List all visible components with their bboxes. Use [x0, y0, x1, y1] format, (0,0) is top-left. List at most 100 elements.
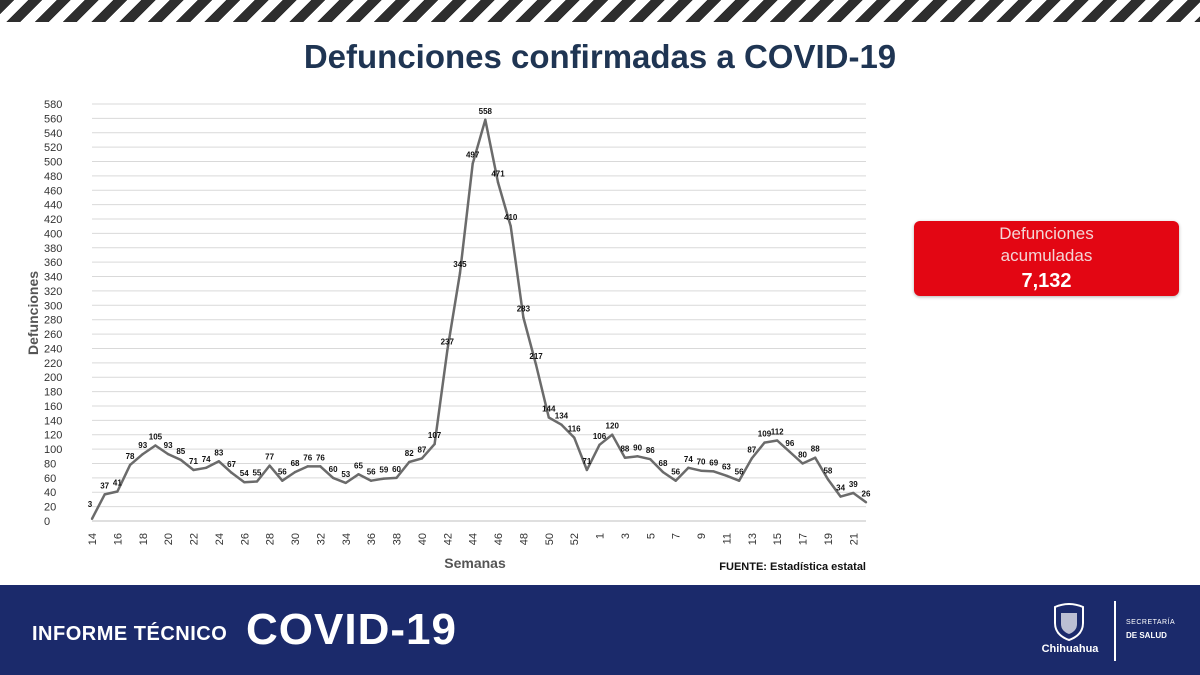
- x-tick-label: 38: [392, 533, 404, 545]
- data-label: 109: [758, 430, 772, 439]
- data-point: [255, 480, 259, 483]
- source-note: FUENTE: Estadística estatal: [719, 561, 866, 573]
- y-tick-label: 120: [44, 430, 62, 442]
- data-label: 76: [316, 453, 325, 462]
- data-point: [496, 181, 500, 184]
- data-label: 96: [785, 439, 794, 448]
- data-label: 67: [227, 460, 236, 469]
- y-tick-label: 300: [44, 300, 62, 312]
- x-tick-label: 7: [671, 533, 683, 539]
- data-label: 53: [341, 470, 350, 479]
- x-tick-label: 19: [823, 533, 835, 545]
- x-tick-label: 17: [798, 533, 810, 545]
- y-tick-label: 460: [44, 185, 62, 197]
- data-point: [446, 349, 449, 352]
- data-label: 74: [202, 455, 211, 464]
- data-label: 26: [862, 489, 871, 498]
- y-tick-label: 0: [44, 516, 50, 528]
- state-name: Chihuahua: [1041, 643, 1099, 655]
- data-label: 69: [709, 458, 718, 467]
- salud-label: DE SALUD: [1126, 631, 1167, 640]
- data-label: 410: [504, 213, 518, 222]
- y-tick-label: 400: [44, 228, 62, 240]
- x-tick-label: 44: [468, 533, 480, 545]
- data-point: [801, 462, 804, 465]
- data-point: [775, 439, 779, 442]
- y-tick-label: 220: [44, 358, 62, 370]
- y-tick-label: 560: [44, 113, 62, 125]
- data-point: [725, 474, 728, 477]
- data-label: 93: [138, 441, 147, 450]
- x-tick-label: 3: [620, 533, 632, 539]
- x-tick-label: 1: [595, 533, 607, 539]
- data-label: 56: [671, 468, 680, 477]
- data-point: [839, 495, 842, 498]
- data-label: 34: [836, 484, 845, 493]
- data-label: 93: [164, 441, 173, 450]
- x-tick-label: 22: [189, 533, 201, 545]
- data-point: [852, 491, 855, 495]
- y-tick-label: 100: [44, 444, 62, 456]
- data-label: 88: [811, 445, 820, 454]
- data-label: 283: [517, 305, 531, 314]
- data-label: 107: [428, 431, 442, 440]
- data-point: [471, 162, 474, 165]
- data-point: [166, 452, 170, 456]
- data-point: [141, 452, 144, 456]
- data-label: 345: [453, 260, 467, 269]
- y-tick-label: 420: [44, 214, 62, 226]
- data-label: 237: [441, 338, 455, 347]
- y-tick-label: 40: [44, 487, 56, 499]
- data-label: 70: [697, 458, 706, 467]
- data-point: [281, 479, 284, 482]
- data-label: 106: [593, 432, 607, 441]
- data-point: [382, 477, 386, 480]
- data-label: 105: [149, 433, 163, 442]
- data-point: [395, 476, 398, 480]
- y-tick-label: 180: [44, 387, 62, 399]
- footer-informe-label: INFORME TÉCNICO: [32, 623, 228, 645]
- x-tick-label: 21: [848, 533, 860, 545]
- deaths-line-chart: 0204060801001201401601802002202402602803…: [25, 99, 871, 573]
- x-tick-label: 16: [112, 533, 124, 545]
- data-point: [433, 442, 436, 446]
- top-stripe-banner: [0, 0, 1200, 22]
- data-label: 77: [265, 453, 274, 462]
- data-point: [204, 466, 208, 469]
- data-point: [712, 470, 715, 473]
- badge-label-line2: acumuladas: [1000, 246, 1093, 265]
- data-point: [585, 468, 589, 472]
- data-point: [103, 493, 106, 496]
- data-label: 90: [633, 443, 642, 452]
- data-label: 74: [684, 455, 693, 464]
- data-point: [90, 517, 94, 521]
- y-tick-label: 340: [44, 272, 62, 284]
- data-label: 471: [491, 169, 505, 178]
- y-tick-label: 320: [44, 286, 62, 298]
- y-tick-label: 260: [44, 329, 62, 341]
- data-label: 134: [555, 412, 569, 421]
- data-point: [268, 464, 271, 467]
- x-tick-label: 52: [569, 533, 581, 545]
- data-point: [864, 501, 868, 504]
- data-label: 63: [722, 463, 731, 472]
- data-point: [357, 473, 360, 476]
- x-tick-label: 9: [696, 533, 708, 539]
- y-tick-label: 360: [44, 257, 62, 269]
- data-label: 41: [113, 479, 122, 488]
- x-tick-label: 34: [341, 533, 353, 545]
- y-tick-label: 540: [44, 128, 62, 140]
- data-label: 37: [100, 481, 109, 490]
- data-label: 68: [659, 459, 668, 468]
- x-tick-label: 30: [290, 533, 302, 545]
- data-label: 85: [176, 447, 185, 456]
- data-label: 58: [823, 466, 832, 475]
- badge-value: 7,132: [1021, 270, 1072, 292]
- accumulated-deaths-badge: Defunciones acumuladas 7,132: [914, 221, 1179, 296]
- data-label: 60: [329, 465, 338, 474]
- footer-divider: [1114, 601, 1116, 661]
- data-point: [674, 479, 677, 482]
- y-axis-title: Defunciones: [25, 271, 41, 355]
- data-point: [737, 479, 741, 482]
- y-tick-label: 80: [44, 458, 56, 470]
